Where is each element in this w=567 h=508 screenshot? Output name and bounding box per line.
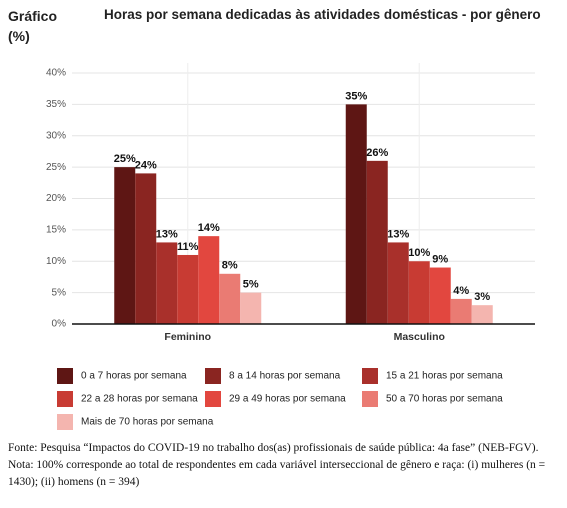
legend-swatch bbox=[57, 368, 73, 384]
bar bbox=[114, 167, 136, 324]
value-label: 25% bbox=[114, 153, 136, 165]
legend-label: 22 a 28 horas por semana bbox=[81, 394, 198, 405]
value-label: 4% bbox=[453, 285, 469, 297]
legend-label: 50 a 70 horas por semana bbox=[386, 394, 503, 405]
legend-swatch bbox=[57, 414, 73, 430]
bar bbox=[135, 173, 157, 324]
y-tick-label: 40% bbox=[46, 68, 66, 79]
bar bbox=[198, 236, 220, 324]
bar bbox=[177, 254, 199, 324]
value-label: 11% bbox=[177, 241, 199, 253]
bar bbox=[240, 292, 262, 324]
value-label: 9% bbox=[432, 253, 448, 265]
legend-swatch bbox=[205, 368, 221, 384]
legend-swatch bbox=[362, 368, 378, 384]
y-tick-label: 25% bbox=[46, 162, 66, 173]
footnote: Fonte: Pesquisa “Impactos do COVID-19 no… bbox=[8, 442, 546, 488]
bar bbox=[366, 160, 388, 324]
chart-title: Horas por semana dedicadas às atividades… bbox=[104, 7, 541, 22]
value-label: 13% bbox=[156, 228, 178, 240]
x-tick-label: Masculino bbox=[394, 331, 445, 343]
x-tick-label: Feminino bbox=[164, 331, 211, 343]
bar bbox=[156, 242, 178, 324]
y-tick-label: 30% bbox=[46, 130, 66, 141]
bar bbox=[408, 261, 430, 324]
value-label: 14% bbox=[198, 222, 220, 234]
value-label: 3% bbox=[474, 291, 490, 303]
legend-label: 8 a 14 horas por semana bbox=[229, 371, 341, 382]
legend-swatch bbox=[57, 391, 73, 407]
bar bbox=[450, 298, 472, 324]
y-tick-label: 0% bbox=[52, 319, 67, 330]
y-tick-label: 20% bbox=[46, 193, 66, 204]
y-tick-label: 10% bbox=[46, 256, 66, 267]
value-label: 13% bbox=[387, 228, 409, 240]
value-label: 5% bbox=[243, 279, 259, 291]
bar bbox=[345, 104, 367, 324]
y-tick-label: 35% bbox=[46, 99, 66, 110]
legend-label: 29 a 49 horas por semana bbox=[229, 394, 346, 405]
value-label: 8% bbox=[222, 260, 238, 272]
value-label: 26% bbox=[366, 147, 388, 159]
value-label: 24% bbox=[135, 159, 157, 171]
bar bbox=[471, 305, 493, 324]
y-tick-label: 15% bbox=[46, 225, 66, 236]
legend-swatch bbox=[362, 391, 378, 407]
bar bbox=[219, 273, 241, 324]
legend-label: 0 a 7 horas por semana bbox=[81, 371, 187, 382]
value-label: 35% bbox=[345, 90, 367, 102]
legend-swatch bbox=[205, 391, 221, 407]
y-tick-label: 5% bbox=[52, 287, 67, 298]
bar bbox=[429, 267, 451, 324]
legend-label: 15 a 21 horas por semana bbox=[386, 371, 503, 382]
value-label: 10% bbox=[408, 247, 430, 259]
legend-label: Mais de 70 horas por semana bbox=[81, 417, 214, 428]
header-label: Gráfico (%) bbox=[8, 8, 58, 44]
bar bbox=[387, 242, 409, 324]
